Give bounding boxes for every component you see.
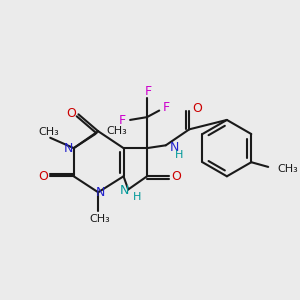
Text: H: H <box>133 192 141 202</box>
Text: H: H <box>175 150 183 160</box>
Text: N: N <box>120 184 129 197</box>
Text: CH₃: CH₃ <box>278 164 298 174</box>
Text: CH₃: CH₃ <box>38 127 59 137</box>
Text: O: O <box>66 107 76 120</box>
Text: CH₃: CH₃ <box>106 126 128 136</box>
Text: N: N <box>95 186 105 199</box>
Text: O: O <box>192 102 202 115</box>
Text: O: O <box>171 170 181 183</box>
Text: N: N <box>169 141 179 154</box>
Text: F: F <box>119 114 126 128</box>
Text: F: F <box>163 101 170 114</box>
Text: CH₃: CH₃ <box>90 214 110 224</box>
Text: O: O <box>38 170 48 183</box>
Text: N: N <box>63 142 73 154</box>
Text: F: F <box>144 85 152 98</box>
